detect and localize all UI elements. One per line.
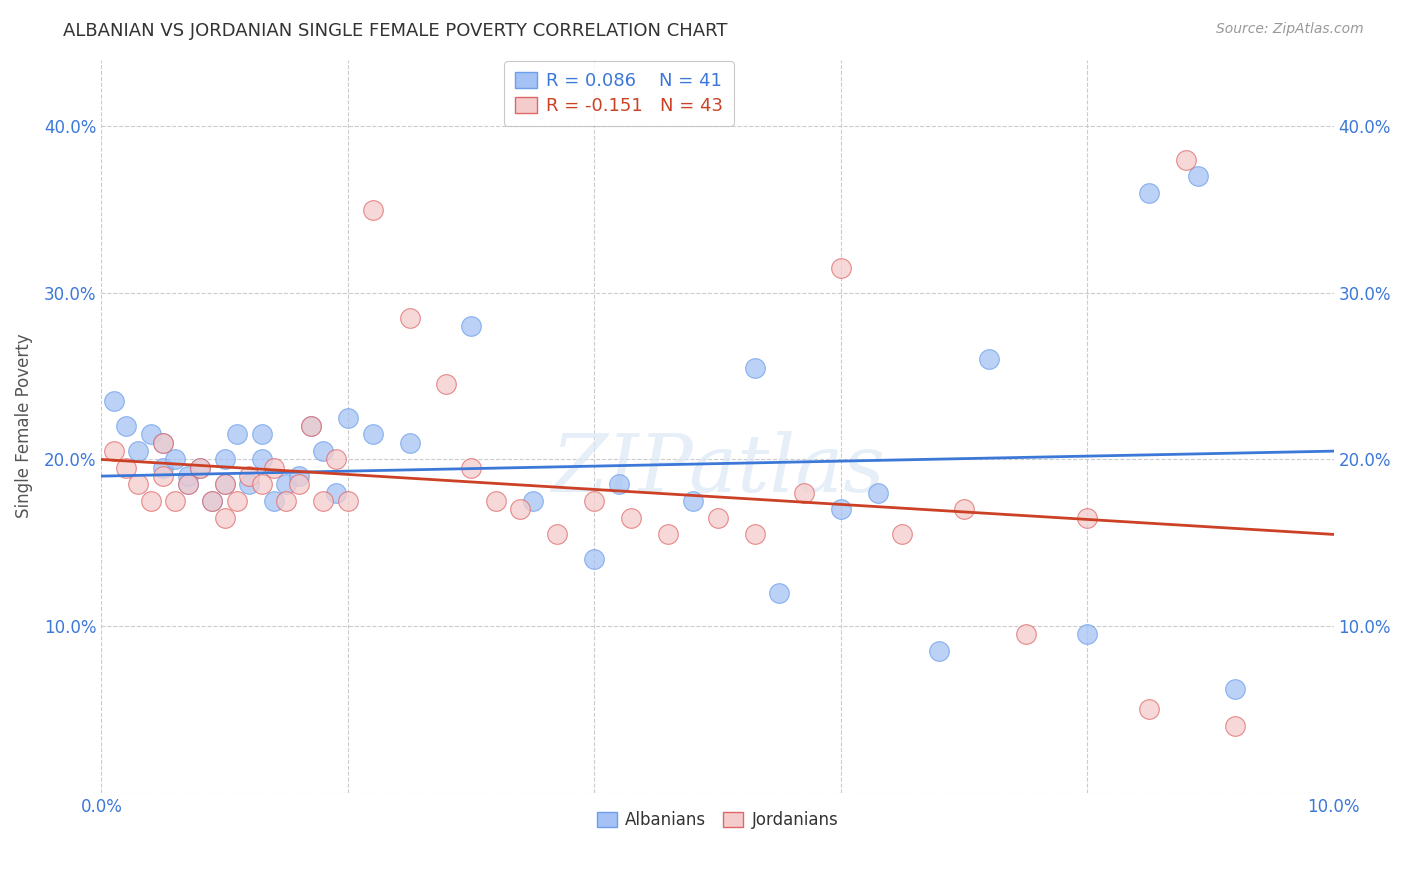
Point xyxy=(177,477,200,491)
Point xyxy=(744,527,766,541)
Point xyxy=(1137,186,1160,200)
Point xyxy=(682,494,704,508)
Point xyxy=(115,460,138,475)
Point xyxy=(657,527,679,541)
Text: Source: ZipAtlas.com: Source: ZipAtlas.com xyxy=(1216,22,1364,37)
Point xyxy=(250,452,273,467)
Point xyxy=(866,485,889,500)
Point xyxy=(953,502,976,516)
Point xyxy=(287,477,309,491)
Point xyxy=(460,460,482,475)
Point xyxy=(250,477,273,491)
Point xyxy=(214,477,236,491)
Point xyxy=(522,494,544,508)
Point xyxy=(436,377,458,392)
Point xyxy=(226,494,249,508)
Point xyxy=(238,477,260,491)
Point xyxy=(263,460,285,475)
Point xyxy=(165,494,187,508)
Point xyxy=(238,469,260,483)
Point xyxy=(139,427,162,442)
Point xyxy=(583,494,606,508)
Point xyxy=(276,494,298,508)
Point xyxy=(398,435,420,450)
Point xyxy=(177,477,200,491)
Point xyxy=(706,510,728,524)
Point xyxy=(188,460,211,475)
Point xyxy=(830,260,852,275)
Point xyxy=(1014,627,1036,641)
Point xyxy=(299,419,322,434)
Point xyxy=(226,427,249,442)
Point xyxy=(214,510,236,524)
Legend: Albanians, Jordanians: Albanians, Jordanians xyxy=(591,805,845,836)
Point xyxy=(201,494,224,508)
Point xyxy=(1187,169,1209,184)
Point xyxy=(1076,510,1098,524)
Point xyxy=(1137,702,1160,716)
Point xyxy=(460,319,482,334)
Point xyxy=(509,502,531,516)
Point xyxy=(336,494,359,508)
Point xyxy=(768,585,790,599)
Point xyxy=(398,310,420,325)
Text: ZIPatlas: ZIPatlas xyxy=(551,432,884,508)
Point xyxy=(744,360,766,375)
Point xyxy=(607,477,630,491)
Point xyxy=(485,494,508,508)
Point xyxy=(127,477,149,491)
Point xyxy=(977,352,1000,367)
Point xyxy=(188,460,211,475)
Point xyxy=(325,452,347,467)
Point xyxy=(793,485,815,500)
Point xyxy=(263,494,285,508)
Point xyxy=(127,444,149,458)
Point xyxy=(276,477,298,491)
Point xyxy=(177,469,200,483)
Point xyxy=(115,419,138,434)
Point xyxy=(1223,719,1246,733)
Text: ALBANIAN VS JORDANIAN SINGLE FEMALE POVERTY CORRELATION CHART: ALBANIAN VS JORDANIAN SINGLE FEMALE POVE… xyxy=(63,22,728,40)
Point xyxy=(1174,153,1197,167)
Point xyxy=(152,435,174,450)
Point xyxy=(312,494,335,508)
Point xyxy=(891,527,914,541)
Point xyxy=(103,444,125,458)
Point xyxy=(583,552,606,566)
Y-axis label: Single Female Poverty: Single Female Poverty xyxy=(15,334,32,518)
Point xyxy=(152,469,174,483)
Point xyxy=(620,510,643,524)
Point xyxy=(103,394,125,409)
Point xyxy=(325,485,347,500)
Point xyxy=(287,469,309,483)
Point xyxy=(214,452,236,467)
Point xyxy=(152,460,174,475)
Point xyxy=(928,644,950,658)
Point xyxy=(152,435,174,450)
Point xyxy=(361,427,384,442)
Point xyxy=(165,452,187,467)
Point xyxy=(214,477,236,491)
Point xyxy=(546,527,568,541)
Point xyxy=(312,444,335,458)
Point xyxy=(299,419,322,434)
Point xyxy=(336,410,359,425)
Point xyxy=(250,427,273,442)
Point xyxy=(1076,627,1098,641)
Point xyxy=(201,494,224,508)
Point xyxy=(830,502,852,516)
Point xyxy=(361,202,384,217)
Point xyxy=(139,494,162,508)
Point xyxy=(1223,682,1246,697)
